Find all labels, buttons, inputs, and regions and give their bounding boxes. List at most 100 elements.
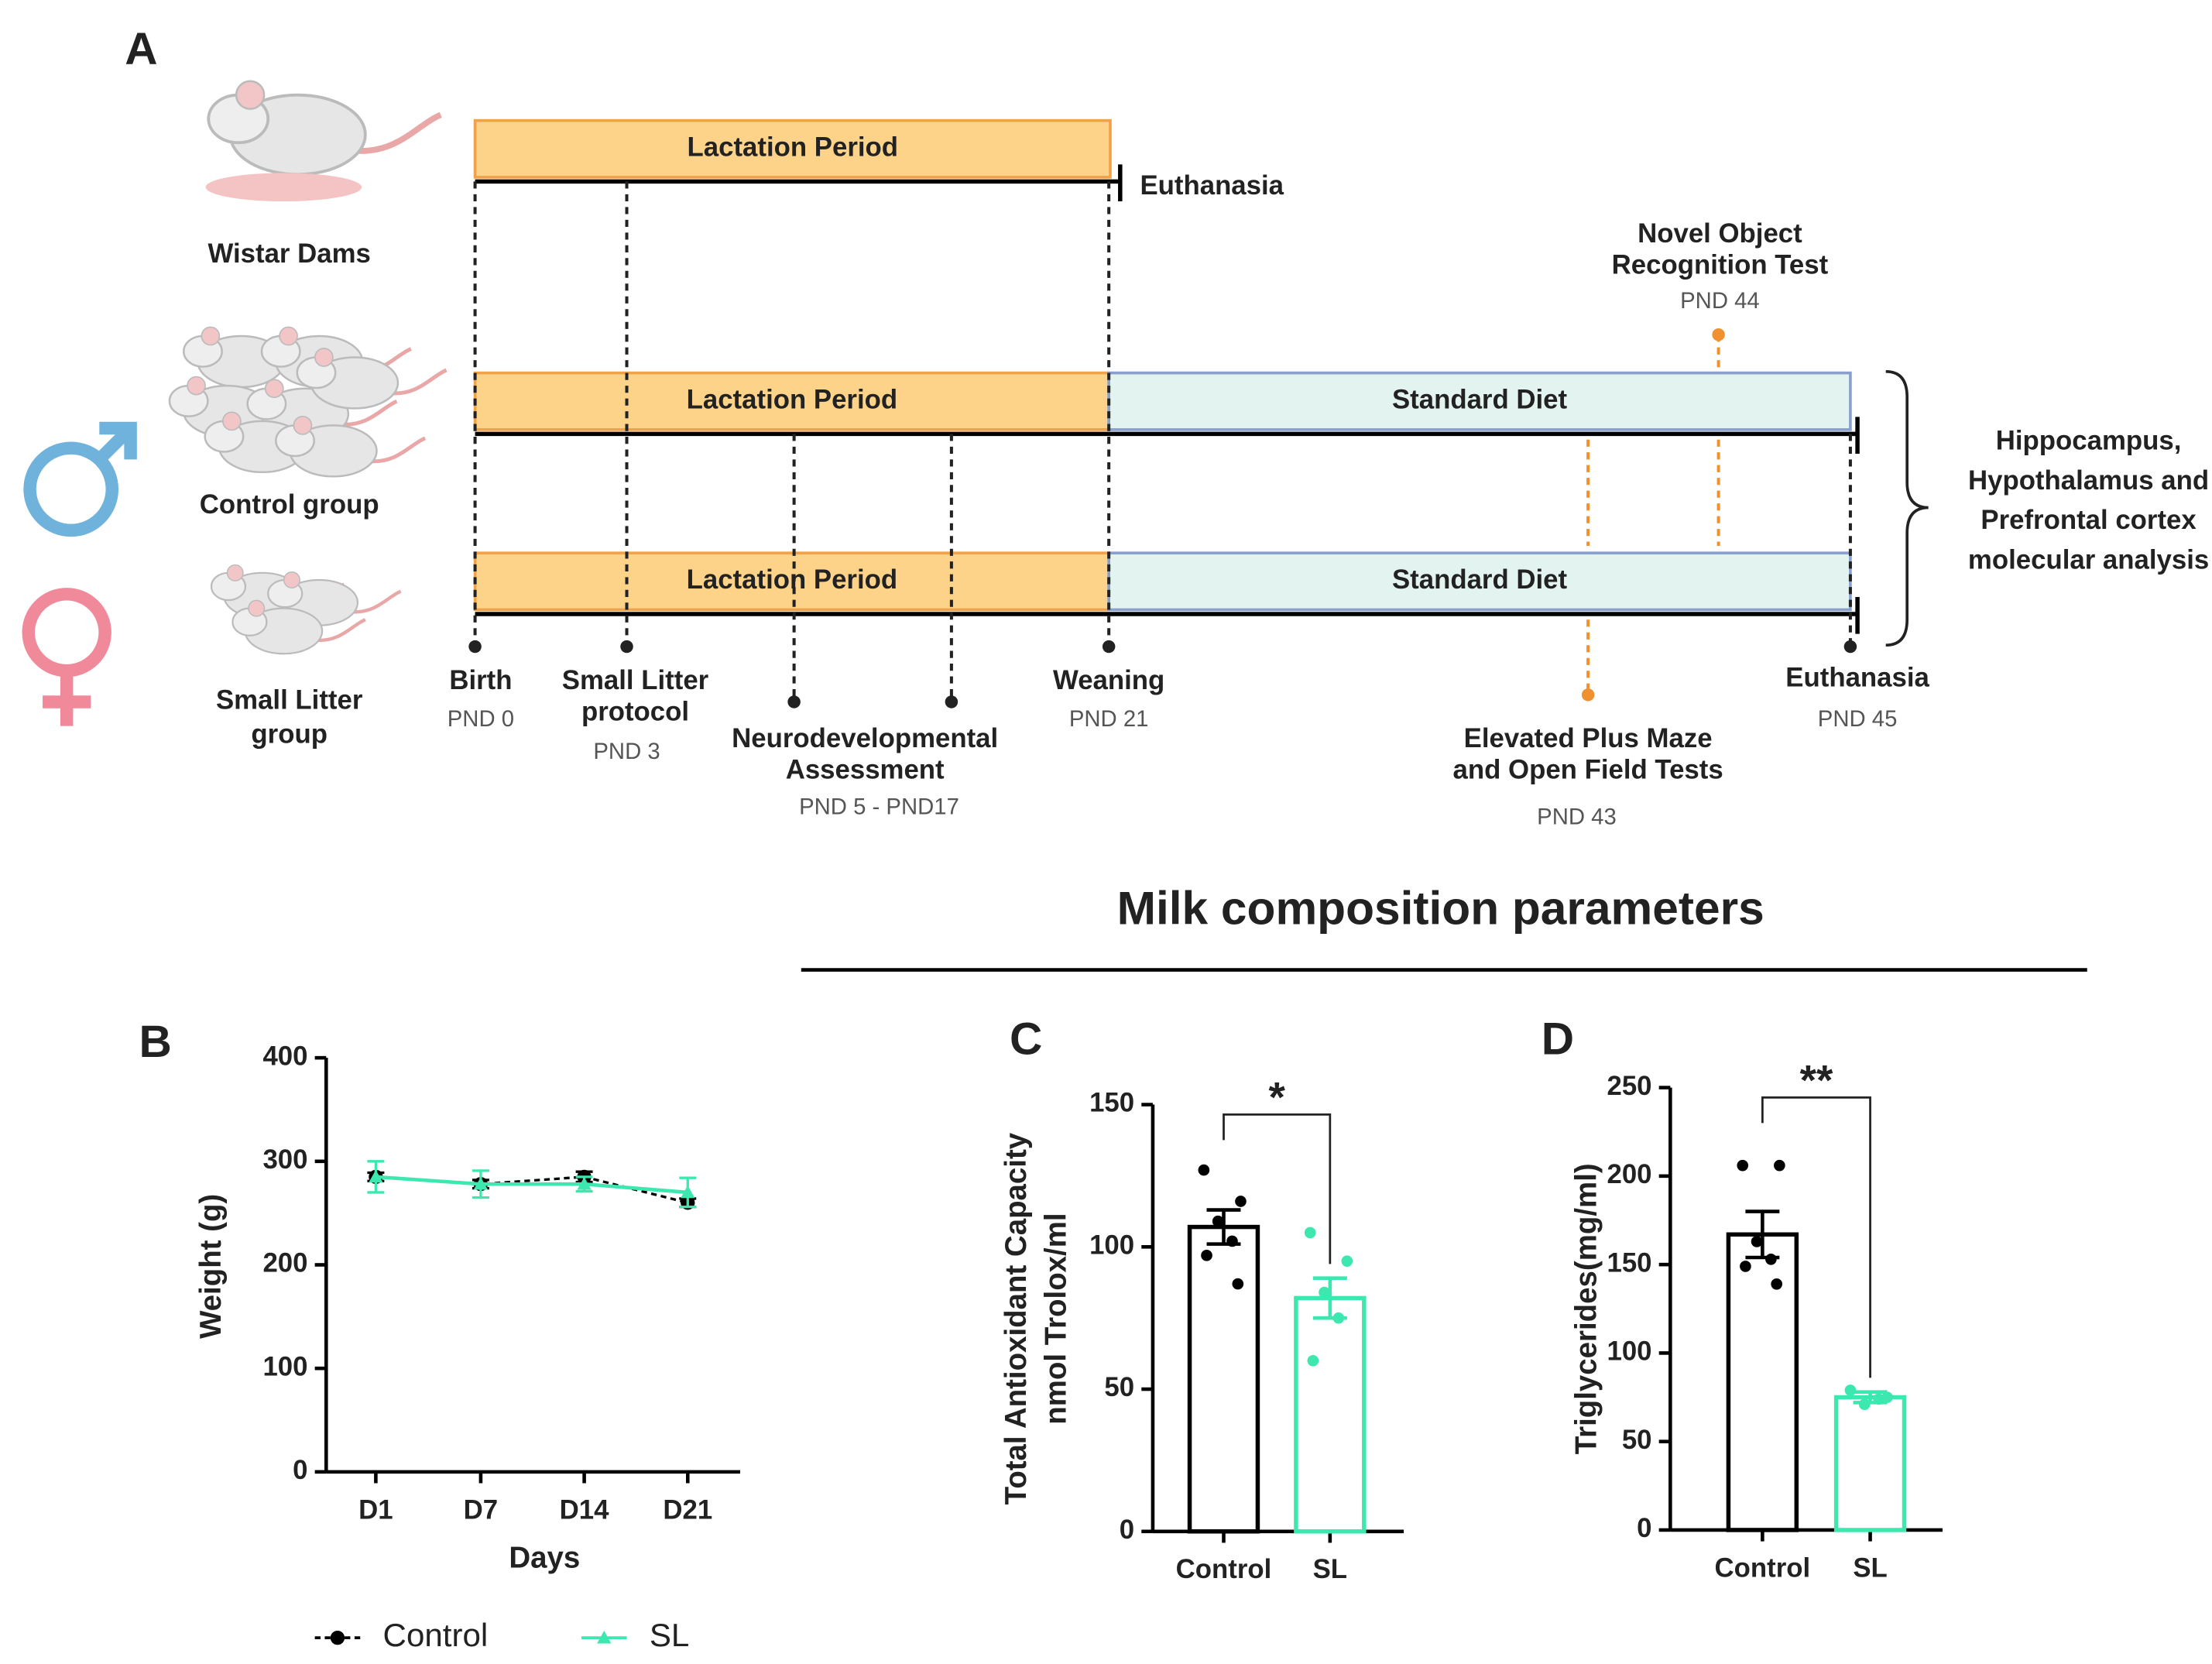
significance-bracket [1223,1113,1332,1264]
end-label: Euthanasia [1140,171,1284,201]
mouse-tail [353,112,442,154]
mouse-ear [187,376,206,396]
event-dot [1843,640,1857,654]
bar [1726,1232,1799,1532]
period-label: Standard Diet [1392,565,1568,595]
x-tick-label: Control [1176,1555,1272,1584]
panel-letter: A [125,24,157,74]
data-point [1212,1215,1224,1227]
mouse-ear [226,564,244,582]
event-label: Recognition Test [1612,250,1829,280]
event-time: PND 44 [1680,288,1760,314]
outcome-label: molecular analysis [1968,545,2209,575]
outcome-label: Prefrontal cortex [1981,506,2197,535]
marker [473,1177,489,1190]
section-title: Milk composition parameters [1117,881,1764,934]
female-symbol [22,588,111,726]
mouse-ear [293,416,313,435]
y-tick-label: 400 [262,1041,307,1071]
mouse-ear [201,326,221,346]
data-point [1740,1261,1751,1272]
group-label: Small Litter [216,686,363,715]
legend-marker [330,1630,345,1645]
period-label: Standard Diet [1392,385,1568,414]
event-label: protocol [581,697,689,726]
x-tick-label: SL [1313,1555,1347,1584]
data-point [1751,1236,1763,1247]
bar [1294,1295,1367,1534]
data-point [1226,1235,1238,1247]
marker [577,1177,592,1190]
data-point [1771,1278,1783,1290]
mouse-tail [389,368,448,396]
marker [681,1185,695,1199]
data-point [1235,1196,1247,1207]
event-label: Elevated Plus Maze [1464,724,1713,753]
mouse-tail [350,589,402,614]
pups [205,173,362,202]
event-label: Birth [449,666,512,695]
data-point [1844,1384,1857,1396]
brace [1885,369,1929,647]
outcome-label: Hypothalamus and [1968,466,2209,496]
event-label: and Open Field Tests [1453,755,1723,784]
mouse-tail [340,399,398,427]
event-label: Neurodevelopmental [732,724,998,753]
event-time: PND 45 [1818,706,1898,732]
data-point [1341,1255,1353,1267]
panel-letter: D [1542,1014,1574,1064]
group-label: Control group [200,490,379,520]
mouse-ear [279,326,298,346]
data-point [1304,1227,1316,1239]
data-point [1232,1278,1244,1290]
data-point [1307,1354,1319,1367]
event-time: PND 0 [448,706,514,732]
y-tick-label: 0 [1637,1514,1651,1543]
outcome-label: Hippocampus, [1996,427,2182,456]
data-point [1198,1164,1210,1176]
panel-letter: C [1010,1014,1042,1064]
mouse-icon [296,348,448,410]
bar [1833,1395,1907,1532]
significance-label: ** [1800,1056,1833,1104]
y-tick-label: 150 [1089,1089,1134,1118]
significance-bracket [1761,1096,1871,1378]
x-tick-label: D21 [663,1495,712,1525]
event-label: Novel Object [1638,219,1802,249]
y-tick-label: 300 [262,1145,307,1175]
period-label: Lactation Period [688,132,899,162]
legend-marker [597,1630,612,1644]
x-tick-label: D14 [560,1495,609,1525]
event-dot [787,695,801,708]
event-dot [1581,688,1595,702]
x-tick-label: SL [1853,1553,1887,1583]
y-axis-label: Triglycerides(mg/ml) [1569,1163,1603,1454]
event-label: Small Litter [562,666,709,695]
bar [1187,1224,1260,1534]
group-label: group [251,720,328,750]
x-tick-label: Control [1715,1553,1811,1583]
y-tick-label: 100 [1089,1230,1134,1260]
event-dot [1712,328,1725,341]
mouse-ear [314,348,334,367]
data-point [1201,1249,1212,1261]
event-time: PND 3 [593,739,660,764]
event-time: PND 43 [1537,804,1617,829]
data-point [1737,1159,1749,1172]
data-point [1332,1312,1345,1324]
significance-label: * [1268,1073,1285,1121]
mouse-icon [231,599,366,655]
x-tick-label: D7 [464,1495,498,1525]
period-bar [1107,551,1852,612]
group-label: Wistar Dams [207,239,370,269]
event-label: Assessment [786,755,945,784]
mouse-tail [369,436,427,464]
legend-label: Control [383,1617,489,1653]
mouse-ear [221,411,242,431]
period-label: Lactation Period [687,385,898,414]
series-line [376,1175,688,1195]
event-dot [945,695,959,708]
event-time: PND 21 [1069,706,1149,732]
